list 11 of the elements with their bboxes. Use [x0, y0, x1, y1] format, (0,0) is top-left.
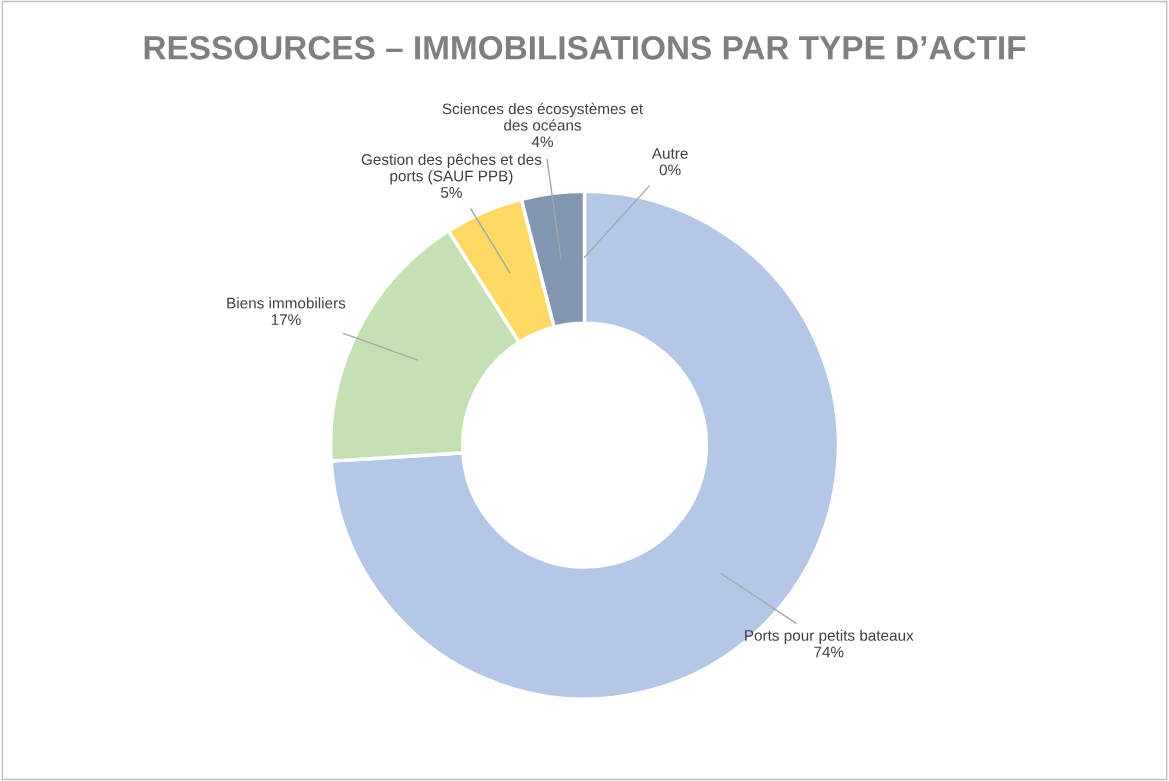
slice-label: Sciences des écosystèmes et des océans: [442, 102, 644, 131]
slice-label: Biens immobiliers: [227, 297, 346, 309]
chart-title: RESSOURCES – IMMOBILISATIONS PAR TYPE D’ACTIF: [144, 36, 1026, 60]
data-label: 4%: [531, 136, 553, 148]
category-label: Autre: [651, 148, 688, 159]
data-label: 17%: [271, 314, 301, 325]
slice-label: Ports pour petits bateaux: [745, 629, 914, 644]
data-label: 74%: [814, 646, 844, 658]
text: 0%: [659, 164, 681, 176]
data-label: 5%: [441, 187, 462, 198]
slice-label: Gestion des pêches et des ports (SAUF PPB): [361, 153, 542, 185]
